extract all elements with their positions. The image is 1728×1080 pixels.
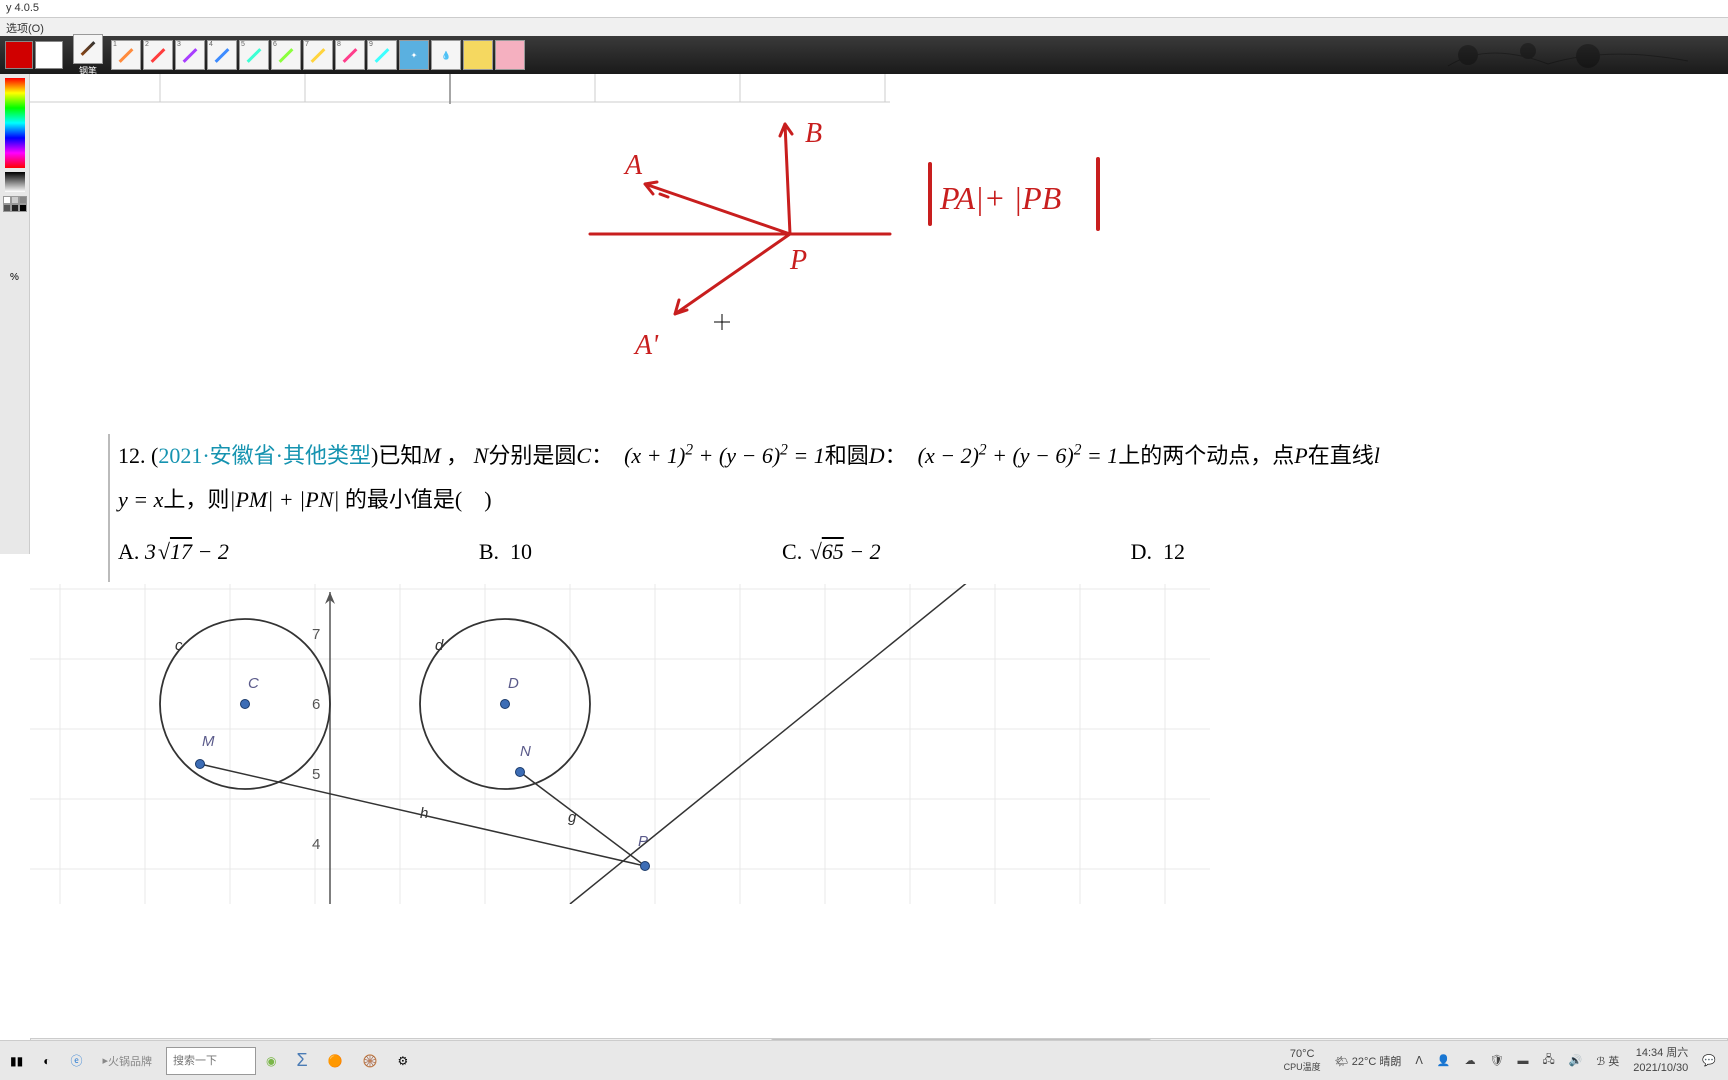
hue-strip[interactable] — [5, 78, 25, 168]
tray-network-icon[interactable]: 🖧 — [1539, 1051, 1559, 1070]
eq-circle-d: (x − 2)2 + (y − 6)2 = 1 — [912, 443, 1118, 468]
source-link[interactable]: 2021·安徽省·其他类型 — [158, 443, 371, 468]
line-eq: y = x — [118, 487, 163, 512]
brush-preset-2[interactable]: 2 — [143, 40, 173, 70]
tray-volume-icon[interactable]: 🔊 — [1565, 1054, 1587, 1067]
brush-preset-6[interactable]: 6 — [271, 40, 301, 70]
option-d[interactable]: D. 12 — [1131, 530, 1185, 574]
taskbar[interactable]: ▮▮ ◐ ⓔ ▸ 火锅品牌 ◉ Σ 🟠 🛞 ⚙ 70°C CPU温度 🌤 22°… — [0, 1040, 1728, 1080]
geometry-svg: 4 5 6 7 h g c d C D M N P — [30, 584, 1210, 904]
swatch-grid[interactable] — [3, 196, 27, 212]
svg-text:d: d — [435, 637, 444, 654]
start-button[interactable]: ▮▮ — [2, 1045, 31, 1077]
option-a[interactable]: A. 317 − 2 — [118, 530, 229, 574]
svg-text:5: 5 — [312, 766, 320, 783]
brush-preset-8[interactable]: 8 — [335, 40, 365, 70]
notification-icon[interactable]: 💬 — [1698, 1054, 1720, 1067]
geometry-figure[interactable]: 4 5 6 7 h g c d C D M N P — [30, 584, 1210, 904]
brush-preset-9[interactable]: 9 — [367, 40, 397, 70]
app-icon-5[interactable]: ⚙ — [390, 1045, 417, 1077]
svg-text:B: B — [805, 118, 822, 149]
answer-options: A. 317 − 2 B. 10 C. 65 − 2 D. 12 — [118, 530, 1718, 574]
question-number: 12. — [118, 443, 146, 468]
svg-text:h: h — [420, 805, 428, 822]
svg-text:A: A — [623, 150, 643, 181]
search-input[interactable] — [166, 1047, 256, 1075]
cpu-temp[interactable]: 70°C CPU温度 — [1280, 1048, 1325, 1073]
weather[interactable]: 🌤 22°C 晴朗 — [1331, 1053, 1406, 1069]
tray-user-icon[interactable]: 👤 — [1433, 1054, 1455, 1067]
canvas[interactable]: A B P A' PA|+ |PB 12. (2021·安徽省·其他类型)已知M ， N… — [30, 74, 1728, 1040]
tray-shield-icon[interactable]: 🛡 — [1486, 1054, 1508, 1067]
svg-text:N: N — [520, 743, 531, 760]
option-c[interactable]: C. 65 − 2 — [782, 530, 881, 574]
foreground-color[interactable] — [5, 41, 33, 69]
brush-preset-4[interactable]: 4 — [207, 40, 237, 70]
brush-preset-1[interactable]: 1 — [111, 40, 141, 70]
svg-text:M: M — [202, 733, 215, 750]
svg-text:PA|+ |PB: PA|+ |PB — [939, 180, 1061, 216]
ime-indicator[interactable]: ℬ 英 — [1593, 1053, 1624, 1069]
menu-bar[interactable]: 选项(O) — [0, 18, 1728, 36]
title-bar: y 4.0.5 — [0, 0, 1728, 18]
tray-cloud-icon[interactable]: ☁ — [1461, 1054, 1480, 1067]
problem-left-border — [108, 434, 110, 582]
opacity-percent: % — [0, 272, 29, 283]
background-color[interactable] — [35, 41, 63, 69]
pen-tool[interactable] — [73, 34, 103, 64]
ie-icon[interactable]: ⓔ — [62, 1045, 90, 1077]
option-b[interactable]: B. 10 — [479, 530, 532, 574]
clock[interactable]: 14:34 周六 2021/10/30 — [1629, 1046, 1692, 1075]
highlight-tool[interactable] — [463, 40, 493, 70]
eq-circle-c: (x + 1)2 + (y − 6)2 = 1 — [619, 443, 825, 468]
app-icon-1[interactable]: ◉ — [258, 1045, 284, 1077]
brush-preset-5[interactable]: 5 — [239, 40, 269, 70]
problem-text: 12. (2021·安徽省·其他类型)已知M ， N分别是圆C： (x + 1)… — [118, 434, 1718, 574]
eraser-tool[interactable] — [495, 40, 525, 70]
menu-options[interactable]: 选项(O) — [6, 23, 44, 35]
svg-text:D: D — [508, 675, 519, 692]
app-icon-4[interactable]: 🛞 — [355, 1045, 386, 1077]
svg-text:7: 7 — [312, 626, 320, 643]
svg-text:A': A' — [633, 330, 659, 361]
color-swatches[interactable] — [4, 40, 64, 70]
svg-text:g: g — [568, 809, 577, 826]
svg-text:4: 4 — [312, 836, 320, 853]
sigma-icon[interactable]: Σ — [289, 1045, 316, 1077]
gray-strip[interactable] — [5, 172, 25, 192]
brush-preset-7[interactable]: 7 — [303, 40, 333, 70]
tray-chevron-icon[interactable]: ᐱ — [1411, 1054, 1427, 1067]
brush-label-group: 钢笔 — [72, 34, 104, 77]
decorative-flowers — [1428, 36, 1728, 74]
brush-presets: 123456789 — [110, 40, 398, 70]
star-tool[interactable]: ✦ — [399, 40, 429, 70]
tool-bar: 钢笔 123456789 ✦ 💧 — [0, 36, 1728, 74]
svg-text:P: P — [789, 245, 807, 276]
svg-text:c: c — [175, 637, 183, 654]
svg-text:6: 6 — [312, 696, 320, 713]
side-palette[interactable]: % — [0, 74, 30, 554]
svg-text:C: C — [248, 675, 259, 692]
brush-preset-3[interactable]: 3 — [175, 40, 205, 70]
hand-annotation: A B P A' PA|+ |PB — [70, 74, 1270, 444]
svg-text:P: P — [638, 833, 648, 850]
app-title: y 4.0.5 — [6, 2, 39, 14]
hotpot-label[interactable]: ▸ 火锅品牌 — [94, 1045, 160, 1077]
system-tray: 70°C CPU温度 🌤 22°C 晴朗 ᐱ 👤 ☁ 🛡 ▬ 🖧 🔊 ℬ 英 1… — [1280, 1046, 1728, 1075]
tray-battery-icon[interactable]: ▬ — [1514, 1055, 1533, 1067]
task-view-button[interactable]: ◐ — [35, 1045, 58, 1077]
pm-pn-expr: |PM| + |PN| — [229, 487, 339, 512]
drop-tool[interactable]: 💧 — [431, 40, 461, 70]
app-icon-3[interactable]: 🟠 — [320, 1045, 351, 1077]
